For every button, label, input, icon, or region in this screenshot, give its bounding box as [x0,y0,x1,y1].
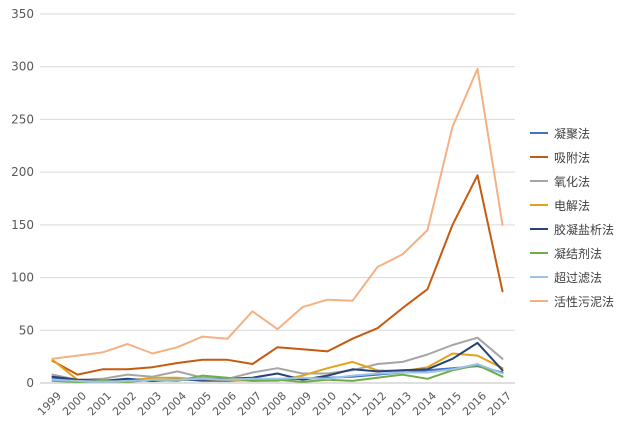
series-line [51,363,504,383]
series-line [51,336,504,381]
x-tick-label: 2006 [210,389,239,418]
y-axis-tick-labels: 0 50 100 150 200 250 300 350 [11,7,34,390]
x-tick-label: 2010 [310,389,339,418]
x-tick-label: 2008 [260,389,289,418]
x-tick-label: 2000 [60,389,89,418]
legend-swatch [530,204,548,206]
y-tick-label: 150 [11,218,34,232]
y-tick-label: 0 [26,376,34,390]
legend-item: 凝结剂法 [530,241,638,265]
legend: 凝聚法吸附法氧化法电解法胶凝盐析法凝结剂法超过滤法活性污泥法 [530,121,638,313]
x-tick-label: 2009 [285,389,314,418]
x-tick-label: 2005 [185,389,214,418]
x-tick-label: 1999 [35,389,64,418]
legend-item: 吸附法 [530,145,638,169]
x-tick-label: 2007 [235,389,264,418]
legend-item: 氧化法 [530,169,638,193]
y-tick-label: 200 [11,165,34,179]
legend-item: 胶凝盐析法 [530,217,638,241]
legend-item: 凝聚法 [530,121,638,145]
legend-swatch [530,180,548,182]
legend-item: 活性污泥法 [530,289,638,313]
x-tick-label: 2004 [160,389,189,418]
y-tick-label: 250 [11,112,34,126]
legend-label: 吸附法 [554,150,591,165]
legend-swatch [530,132,548,134]
legend-label: 胶凝盐析法 [554,222,615,237]
legend-label: 凝结剂法 [554,246,603,261]
series-lines [51,67,504,383]
y-tick-label: 50 [19,323,34,337]
series-line [51,341,504,382]
y-tick-label: 300 [11,60,34,74]
x-tick-label: 2011 [335,389,364,418]
legend-label: 活性污泥法 [554,294,615,309]
x-tick-label: 2017 [485,389,514,418]
legend-swatch [530,252,548,254]
x-tick-label: 2013 [385,389,414,418]
legend-item: 超过滤法 [530,265,638,289]
legend-label: 超过滤法 [554,270,603,285]
legend-label: 氧化法 [554,174,591,189]
x-tick-label: 2001 [85,389,114,418]
x-tick-label: 2003 [135,389,164,418]
legend-label: 凝聚法 [554,126,591,141]
series-line [51,174,504,376]
x-tick-label: 2012 [360,389,389,418]
y-tick-label: 350 [11,7,34,21]
series-line [51,67,504,360]
legend-swatch [530,276,548,278]
x-tick-label: 2014 [410,389,439,418]
legend-swatch [530,228,548,230]
legend-swatch [530,300,548,302]
gridlines [40,13,515,384]
x-tick-label: 2002 [110,389,139,418]
legend-label: 电解法 [554,198,591,213]
x-axis-tick-labels: 1999200020012002200320042005200620072008… [35,389,514,418]
y-tick-label: 100 [11,271,34,285]
legend-swatch [530,156,548,158]
x-tick-label: 2016 [460,389,489,418]
x-tick-label: 2015 [435,389,464,418]
legend-item: 电解法 [530,193,638,217]
